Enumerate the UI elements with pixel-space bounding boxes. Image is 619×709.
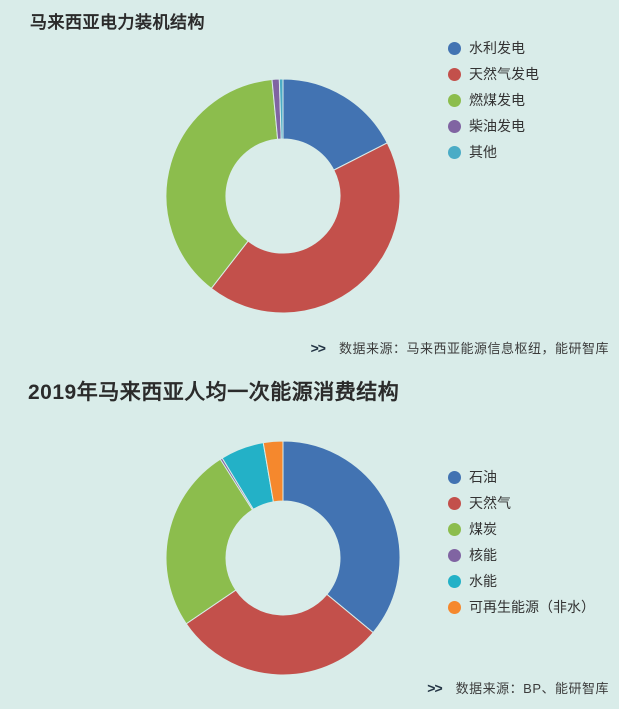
pie-slice-4 <box>278 78 284 140</box>
legend-item: 其他 <box>448 143 539 161</box>
legend-label: 水利发电 <box>469 40 525 56</box>
pie-slice-1 <box>185 589 374 676</box>
legend-item: 核能 <box>448 546 595 564</box>
donut-chart-energy-consumption <box>165 440 401 676</box>
legend-item: 天然气 <box>448 494 595 512</box>
legend-item: 柴油发电 <box>448 117 539 135</box>
legend-swatch-icon <box>448 470 461 484</box>
source-text: 数据来源：BP、能研智库 <box>455 681 609 696</box>
legend-label: 燃煤发电 <box>469 92 525 108</box>
legend-item: 石油 <box>448 468 595 486</box>
legend-label: 天然气发电 <box>469 66 539 82</box>
legend-swatch-icon <box>448 496 461 510</box>
legend-item: 煤炭 <box>448 520 595 538</box>
legend: 石油天然气煤炭核能水能可再生能源（非水） <box>448 468 595 624</box>
donut-chart-power-capacity <box>165 78 401 314</box>
legend-item: 天然气发电 <box>448 65 539 83</box>
source-line: >> 数据来源：马来西亚能源信息枢纽，能研智库 <box>311 338 609 357</box>
pie-slice-0 <box>282 440 401 634</box>
legend-item: 水能 <box>448 572 595 590</box>
legend-swatch-icon <box>448 67 461 81</box>
legend-label: 水能 <box>469 573 497 589</box>
legend-label: 煤炭 <box>469 521 497 537</box>
pie-slice-1 <box>210 142 401 314</box>
legend-label: 其他 <box>469 144 497 160</box>
legend-label: 柴油发电 <box>469 118 525 134</box>
source-marker-chevrons: >> <box>310 340 326 356</box>
legend-label: 核能 <box>469 547 497 563</box>
legend-label: 石油 <box>469 469 497 485</box>
source-line: >> 数据来源：BP、能研智库 <box>427 678 609 697</box>
legend-swatch-icon <box>448 574 461 588</box>
legend-swatch-icon <box>448 145 461 159</box>
chart-title: 2019年马来西亚人均一次能源消费结构 <box>28 381 400 404</box>
legend-swatch-icon <box>448 548 461 562</box>
legend-swatch-icon <box>448 93 461 107</box>
pie-slice-2 <box>165 458 254 625</box>
legend-swatch-icon <box>448 522 461 536</box>
chart-title: 马来西亚电力装机结构 <box>30 13 205 32</box>
legend: 水利发电天然气发电燃煤发电柴油发电其他 <box>448 39 539 169</box>
legend-swatch-icon <box>448 119 461 133</box>
legend-swatch-icon <box>448 600 461 614</box>
legend-swatch-icon <box>448 41 461 55</box>
legend-label: 可再生能源（非水） <box>469 599 595 615</box>
legend-item: 燃煤发电 <box>448 91 539 109</box>
legend-item: 可再生能源（非水） <box>448 598 595 616</box>
source-text: 数据来源：马来西亚能源信息枢纽，能研智库 <box>338 341 609 356</box>
legend-item: 水利发电 <box>448 39 539 57</box>
pie-slice-2 <box>165 78 279 290</box>
pie-slice-5 <box>262 440 284 503</box>
source-marker-chevrons: >> <box>427 680 442 696</box>
pie-slice-0 <box>282 78 388 171</box>
legend-label: 天然气 <box>469 495 511 511</box>
